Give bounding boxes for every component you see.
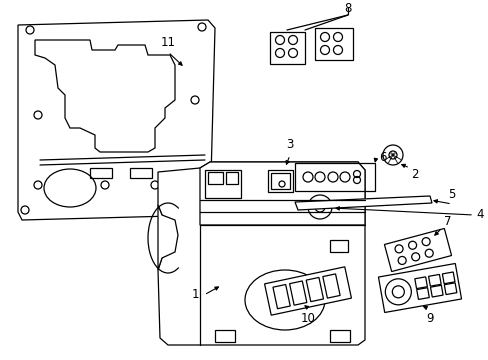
Polygon shape [264,267,351,315]
Bar [270,173,289,189]
Text: 9: 9 [426,311,433,324]
Polygon shape [158,205,178,270]
Text: 2: 2 [410,168,418,181]
Bar [314,28,352,60]
Polygon shape [429,285,442,297]
Text: 1: 1 [191,288,198,301]
Polygon shape [444,283,456,294]
Bar [294,163,374,191]
Polygon shape [427,274,440,286]
Polygon shape [378,264,461,312]
Text: 5: 5 [447,189,455,202]
Text: 3: 3 [286,139,293,152]
Bar [215,330,235,342]
Bar [204,170,241,198]
Polygon shape [322,274,340,298]
Text: 6: 6 [379,152,386,165]
Bar [267,170,292,192]
Polygon shape [414,277,427,289]
Polygon shape [35,40,175,152]
Polygon shape [442,272,454,284]
Polygon shape [384,229,450,271]
Bar [225,172,238,184]
Polygon shape [158,162,364,345]
Polygon shape [305,278,323,302]
Text: 10: 10 [300,311,315,324]
Polygon shape [18,20,215,220]
Bar [329,240,347,252]
Bar [90,168,112,178]
Bar [269,32,305,64]
Polygon shape [200,162,364,225]
Text: 4: 4 [475,208,483,221]
Bar [207,172,223,184]
Text: 8: 8 [344,1,351,14]
Polygon shape [289,281,306,305]
Text: 7: 7 [443,216,451,229]
Polygon shape [272,284,290,309]
Bar [130,168,152,178]
Bar [329,330,349,342]
Polygon shape [294,196,431,210]
Polygon shape [416,288,428,300]
Text: 11: 11 [160,36,175,49]
